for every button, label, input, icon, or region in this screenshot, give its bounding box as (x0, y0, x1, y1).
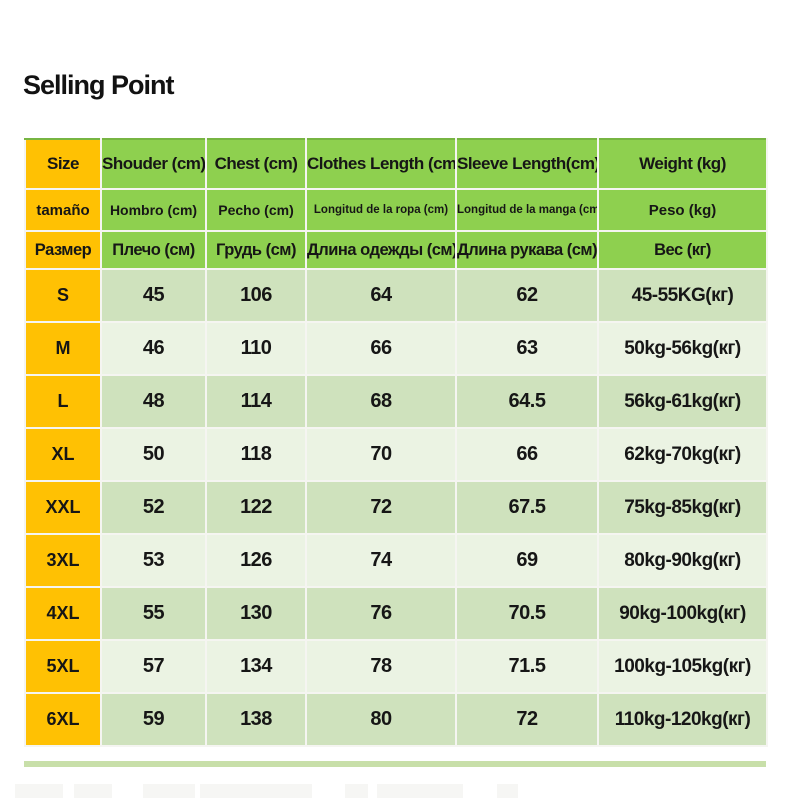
table-cell: 48 (100, 374, 207, 429)
cropped-artifact (15, 784, 63, 798)
size-label: 6XL (24, 692, 102, 747)
table-cell: 100kg-105kg(кг) (597, 639, 768, 694)
table-cell: 110 (205, 321, 307, 376)
table-cell: 130 (205, 586, 307, 641)
table-cell: 75kg-85kg(кг) (597, 480, 768, 535)
size-label: XL (24, 427, 102, 482)
table-cell: 90kg-100kg(кг) (597, 586, 768, 641)
table-cell: 62kg-70kg(кг) (597, 427, 768, 482)
table-cell: 45 (100, 268, 207, 323)
cropped-artifact (200, 784, 312, 798)
size-label: 3XL (24, 533, 102, 588)
table-row-3xl: 3XL 53 126 74 69 80kg-90kg(кг) (24, 533, 768, 588)
table-cell: 63 (455, 321, 599, 376)
table-cell: 53 (100, 533, 207, 588)
header-row-russian: Размер Плечо (см) Грудь (см) Длина одежд… (24, 230, 768, 270)
table-cell: 72 (305, 480, 457, 535)
size-label: XXL (24, 480, 102, 535)
cropped-artifact (377, 784, 463, 798)
table-cell: 138 (205, 692, 307, 747)
col-header-clothes-length-es: Longitud de la ropa (cm) (305, 188, 457, 232)
col-header-sleeve-length-ru: Длина рукава (см) (455, 230, 599, 270)
table-cell: 64.5 (455, 374, 599, 429)
col-header-size-ru: Размер (24, 230, 102, 270)
cropped-artifact (74, 784, 112, 798)
page-title: Selling Point (23, 70, 175, 100)
size-label: 5XL (24, 639, 102, 694)
table-cell: 71.5 (455, 639, 599, 694)
header-row-english: Size Shouder (cm) Chest (cm) Clothes Len… (24, 138, 768, 190)
col-header-chest-es: Pecho (cm) (205, 188, 307, 232)
table-bottom-border (24, 761, 766, 767)
table-cell: 59 (100, 692, 207, 747)
col-header-sleeve-length: Sleeve Length(cm) (455, 138, 599, 190)
table-cell: 106 (205, 268, 307, 323)
table-cell: 66 (455, 427, 599, 482)
size-label: S (24, 268, 102, 323)
table-cell: 46 (100, 321, 207, 376)
table-cell: 69 (455, 533, 599, 588)
col-header-shoulder: Shouder (cm) (100, 138, 207, 190)
table-cell: 52 (100, 480, 207, 535)
table-cell: 118 (205, 427, 307, 482)
col-header-chest-ru: Грудь (см) (205, 230, 307, 270)
header-row-spanish: tamaño Hombro (cm) Pecho (cm) Longitud d… (24, 188, 768, 232)
col-header-weight-ru: Вес (кг) (597, 230, 768, 270)
table-cell: 45-55KG(кг) (597, 268, 768, 323)
col-header-clothes-length: Clothes Length (cm) (305, 138, 457, 190)
cropped-artifact (345, 784, 368, 798)
table-cell: 80 (305, 692, 457, 747)
size-label: M (24, 321, 102, 376)
col-header-clothes-length-ru: Длина одежды (см) (305, 230, 457, 270)
table-cell: 114 (205, 374, 307, 429)
table-cell: 56kg-61kg(кг) (597, 374, 768, 429)
col-header-shoulder-ru: Плечо (см) (100, 230, 207, 270)
table-cell: 110kg-120kg(кг) (597, 692, 768, 747)
table-cell: 122 (205, 480, 307, 535)
table-row-5xl: 5XL 57 134 78 71.5 100kg-105kg(кг) (24, 639, 768, 694)
col-header-weight-es: Peso (kg) (597, 188, 768, 232)
col-header-shoulder-es: Hombro (cm) (100, 188, 207, 232)
table-cell: 134 (205, 639, 307, 694)
table-cell: 72 (455, 692, 599, 747)
table-row-m: M 46 110 66 63 50kg-56kg(кг) (24, 321, 768, 376)
table-cell: 70.5 (455, 586, 599, 641)
size-chart-table: Size Shouder (cm) Chest (cm) Clothes Len… (24, 138, 768, 747)
col-header-sleeve-length-es: Longitud de la manga (cm) (455, 188, 599, 232)
table-cell: 67.5 (455, 480, 599, 535)
col-header-chest: Chest (cm) (205, 138, 307, 190)
table-cell: 80kg-90kg(кг) (597, 533, 768, 588)
table-row-xxl: XXL 52 122 72 67.5 75kg-85kg(кг) (24, 480, 768, 535)
table-row-xl: XL 50 118 70 66 62kg-70kg(кг) (24, 427, 768, 482)
table-cell: 50 (100, 427, 207, 482)
cropped-content-strip (0, 784, 800, 800)
table-cell: 50kg-56kg(кг) (597, 321, 768, 376)
table-cell: 64 (305, 268, 457, 323)
table-row-l: L 48 114 68 64.5 56kg-61kg(кг) (24, 374, 768, 429)
table-row-s: S 45 106 64 62 45-55KG(кг) (24, 268, 768, 323)
table-cell: 70 (305, 427, 457, 482)
table-cell: 126 (205, 533, 307, 588)
table-cell: 74 (305, 533, 457, 588)
table-cell: 55 (100, 586, 207, 641)
table-cell: 68 (305, 374, 457, 429)
cropped-artifact (143, 784, 195, 798)
cropped-artifact (497, 784, 518, 798)
table-cell: 57 (100, 639, 207, 694)
table-cell: 78 (305, 639, 457, 694)
table-cell: 62 (455, 268, 599, 323)
size-label: L (24, 374, 102, 429)
table-row-6xl: 6XL 59 138 80 72 110kg-120kg(кг) (24, 692, 768, 747)
table-cell: 66 (305, 321, 457, 376)
table-row-4xl: 4XL 55 130 76 70.5 90kg-100kg(кг) (24, 586, 768, 641)
table-cell: 76 (305, 586, 457, 641)
col-header-size-es: tamaño (24, 188, 102, 232)
col-header-weight: Weight (kg) (597, 138, 768, 190)
size-label: 4XL (24, 586, 102, 641)
col-header-size: Size (24, 138, 102, 190)
